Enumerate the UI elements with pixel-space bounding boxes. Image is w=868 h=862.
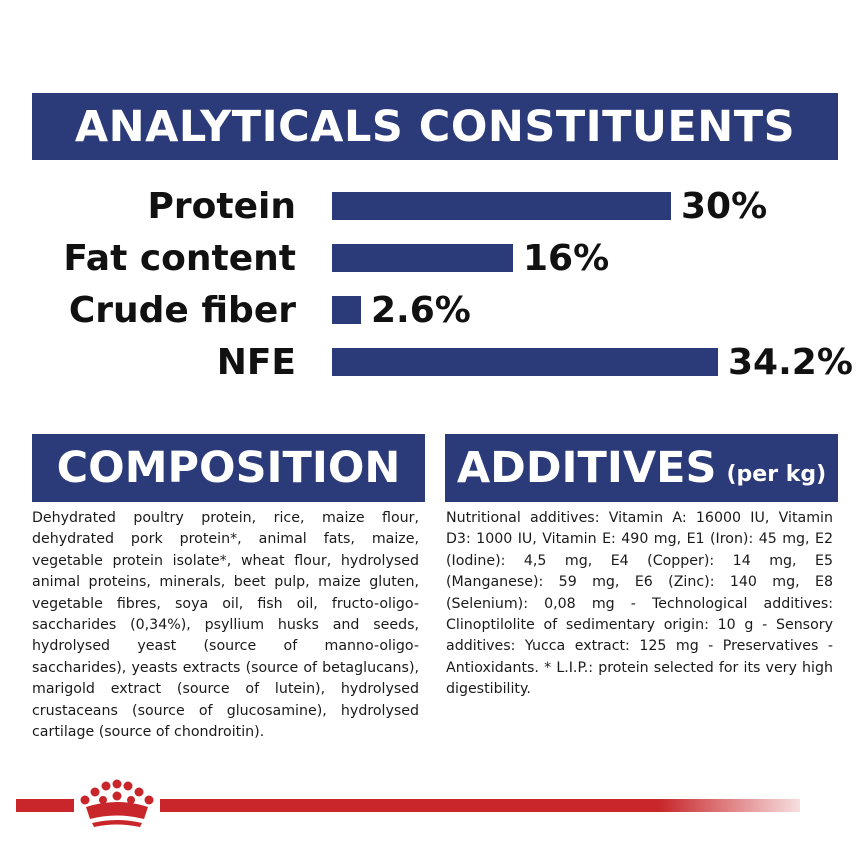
constituent-value: 34.2% <box>728 342 853 383</box>
constituent-label: Protein <box>147 186 296 227</box>
additives-text: Nutritional additives: Vitamin A: 16000 … <box>446 510 833 698</box>
additives-title-suffix: (per kg) <box>726 461 827 487</box>
additives-title: ADDITIVES <box>456 443 717 493</box>
constituent-bar <box>332 244 513 272</box>
composition-text: Dehydrated poultry protein, rice, maize … <box>32 510 419 741</box>
constituent-label: Fat content <box>63 238 296 279</box>
composition-title: COMPOSITION <box>56 443 401 493</box>
constituent-bar <box>332 192 671 220</box>
constituent-row-protein: Protein 30% <box>0 186 868 228</box>
analytics-title: ANALYTICALS CONSTITUENTS <box>74 101 796 152</box>
constituent-bar <box>332 296 361 324</box>
footer-divider <box>16 799 800 812</box>
constituent-value: 2.6% <box>371 290 471 331</box>
constituent-bar <box>332 348 718 376</box>
constituent-value: 30% <box>681 186 768 227</box>
constituent-row-fat-content: Fat content 16% <box>0 238 868 280</box>
analytics-banner: ANALYTICALS CONSTITUENTS <box>32 93 838 160</box>
additives-banner: ADDITIVES (per kg) <box>445 434 838 502</box>
composition-banner: COMPOSITION <box>32 434 425 502</box>
crown-icon <box>74 779 160 829</box>
constituent-row-crude-fiber: Crude fiber 2.6% <box>0 290 868 332</box>
constituent-label: NFE <box>216 342 296 383</box>
constituent-row-nfe: NFE 34.2% <box>0 342 868 384</box>
constituent-value: 16% <box>523 238 610 279</box>
constituent-label: Crude fiber <box>68 290 296 331</box>
